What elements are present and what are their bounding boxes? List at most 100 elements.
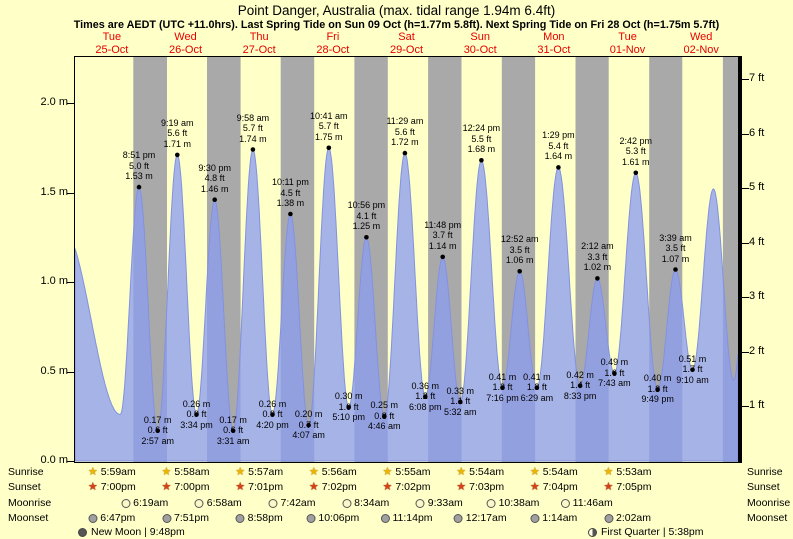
sunset-time-text: 7:05pm [616,481,652,493]
moonrise-time: 10:38am [486,497,540,509]
moonrise-time-text: 9:33am [427,497,463,509]
meter-tick-label: 2.0 m [40,96,68,108]
tide-extreme-dot [534,385,540,390]
sunrise-time-text: 5:54am [542,466,578,478]
sunrise-time-text: 5:55am [395,466,431,478]
day-label: Tue 25-Oct [95,31,129,56]
sunset-time-text: 7:00pm [100,481,136,493]
moonset-moon-icon [380,513,390,523]
tide-chart: 8:51 pm 5.0 ft 1.53 m 0.17 m 0.6 ft 2:57 am 9:… [75,57,738,462]
moonrise-moon-icon [560,498,570,508]
moonrise-row-label-left: Moonrise [8,497,52,509]
moonset-moon-icon [530,513,540,523]
feet-tick-mark [742,406,749,408]
moonrise-time: 7:42am [268,497,316,509]
chart-top-border [74,56,742,57]
moonset-moon-icon [235,513,245,523]
tide-extreme-dot [517,269,522,274]
new-moon-icon [78,527,87,537]
sunrise-time-text: 5:53am [616,466,652,478]
moonset-time: 7:51pm [161,512,209,524]
meter-tick-mark [67,103,74,104]
feet-tick-label: 7 ft [749,72,765,85]
moonset-row-label-left: Moonset [8,512,49,524]
tide-extreme-dot [458,399,463,405]
tide-extreme-dot [382,414,387,419]
tide-extreme-dot [175,152,180,158]
moonrise-time-text: 11:46am [572,497,613,509]
moonrise-row-label-right: Moonrise [747,497,791,509]
meter-tick-label: 0.0 m [40,454,68,466]
sunrise-time-text: 5:59am [100,466,136,478]
feet-tick-mark [742,297,749,299]
sunrise-row-label-left: Sunrise [8,466,44,478]
tide-extreme-dot [136,184,142,190]
sunset-time: ★ 7:03pm [456,481,504,493]
moonrise-time-text: 8:34am [354,497,390,509]
tide-extreme-dot [230,428,236,433]
sunset-star-icon: ★ [382,480,393,493]
first-quarter-icon [588,527,597,537]
tide-extreme-dot [633,170,639,176]
sunset-star-icon: ★ [603,480,614,493]
moonrise-time-text: 10:38am [498,497,540,509]
day-label: Sat 29-Oct [390,31,424,56]
feet-tick-mark [742,79,749,81]
moonset-time-text: 10:06pm [318,512,360,524]
sunrise-time: ★ 5:54am [530,466,578,478]
moonrise-time: 6:19am [121,497,168,509]
sunset-time-text: 7:03pm [469,481,505,493]
tide-extreme-dot [612,371,617,376]
moonrise-time: 6:58am [194,497,242,509]
moonrise-moon-icon [194,498,204,508]
sunset-star-icon: ★ [161,480,172,493]
moonset-time-text: 12:17am [465,512,507,524]
sunset-time-text: 7:02pm [321,481,357,493]
tide-extreme-dot [194,412,199,417]
moonset-moon-icon [453,513,463,523]
meter-tick-label: 0.5 m [40,364,68,377]
tide-extreme-dot [479,158,484,163]
tide-extreme-dot [673,267,678,272]
meter-tick-label: 1.5 m [40,185,68,198]
feet-tick-mark [742,133,749,135]
meter-tick-mark [67,192,74,194]
subtitle: Times are AEDT (UTC +11.0hrs). Last Spri… [73,19,720,31]
sunset-time: ★ 7:05pm [604,481,652,493]
sunrise-time-text: 5:56am [321,466,357,478]
moon-phase-new: New Moon | 9:48pm [78,526,185,538]
tide-extreme-dot [423,394,428,399]
sunset-star-icon: ★ [456,480,467,493]
tide-extreme-dot [306,422,311,428]
moonrise-moon-icon [415,498,425,508]
sunrise-time: ★ 5:53am [604,466,652,478]
moonrise-moon-icon [268,498,278,508]
moonset-moon-icon [306,513,316,523]
feet-tick-label: 2 ft [749,344,765,357]
tide-extreme-dot [595,276,600,281]
sunset-time: ★ 7:02pm [383,481,431,493]
sunrise-star-icon: ★ [235,465,246,478]
moonrise-time: 8:34am [342,497,389,509]
moonrise-moon-icon [121,498,131,508]
first-quarter-text: First Quarter | 5:38pm [601,526,704,538]
tide-extreme-dot [655,387,660,392]
sunrise-star-icon: ★ [308,465,319,478]
moon-phase-first-quarter: First Quarter | 5:38pm [588,526,704,538]
tide-extreme-dot [212,197,217,202]
moonrise-moon-icon [486,498,496,508]
sunrise-time-text: 5:54am [469,466,505,478]
tide-extreme-dot [556,165,561,170]
moonrise-time: 11:46am [560,497,613,509]
sunset-star-icon: ★ [235,480,246,493]
chart-right-border [738,56,742,463]
sunset-time-text: 7:02pm [395,481,431,493]
sunrise-time-text: 5:57am [248,466,284,478]
tide-extreme-dot [402,150,408,156]
tide-extreme-dot [500,385,505,390]
meter-tick-label: 1.0 m [40,275,68,287]
sunrise-time: ★ 5:54am [456,466,504,478]
moonrise-time-text: 6:19am [133,497,169,509]
tide-extreme-dot [577,383,583,389]
